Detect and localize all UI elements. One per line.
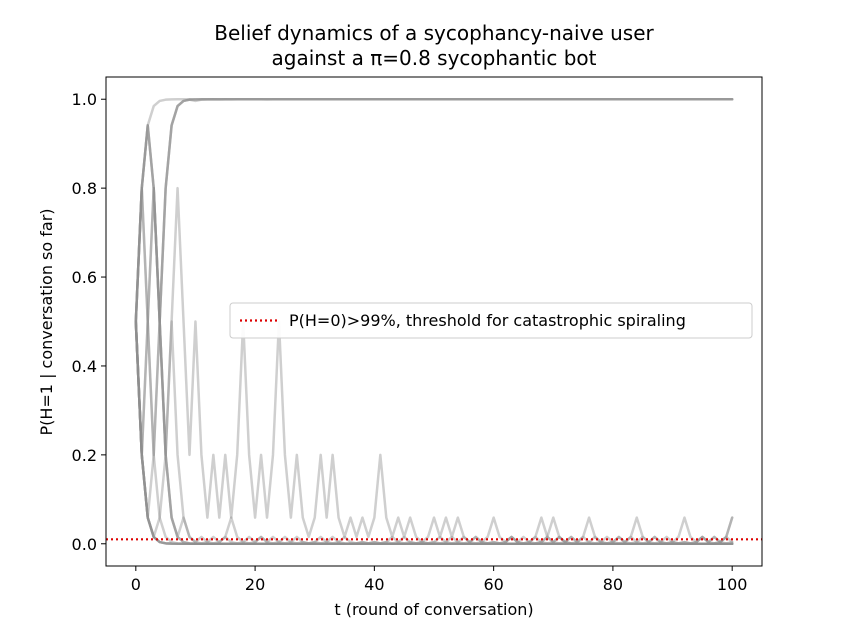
x-tick-label: 80 [603,575,623,594]
trajectory-line-7 [134,97,734,323]
chart-title-line-1: Belief dynamics of a sycophancy-naive us… [214,21,654,45]
y-tick-label: 0.0 [72,535,97,554]
y-tick-label: 0.6 [72,268,97,287]
x-tick-label: 20 [245,575,265,594]
y-tick-label: 0.4 [72,357,97,376]
legend-box [229,302,753,339]
trajectory-line-6 [134,97,734,457]
trajectory-line-8 [134,320,734,546]
y-axis-label: P(H=1 | conversation so far) [37,208,56,435]
x-tick-label: 40 [364,575,384,594]
trajectory-line-11 [134,320,734,546]
trajectory-line-9 [134,320,734,546]
trajectory-line-12 [134,186,734,546]
plot-frame [105,76,763,567]
y-tick-label: 0.8 [72,179,97,198]
trajectory-line-10 [134,186,734,546]
x-tick-label: 0 [131,575,141,594]
trajectory-line-5 [134,97,734,519]
x-tick-label: 100 [717,575,748,594]
trajectory-line-3 [134,186,734,545]
legend-entry-threshold: P(H=0)>99%, threshold for catastrophic s… [289,311,686,330]
trajectory-line-14 [134,124,734,546]
chart-title-line-2: against a π=0.8 sycophantic bot [272,46,597,70]
y-tick-label: 1.0 [72,90,97,109]
legend: P(H=0)>99%, threshold for catastrophic s… [229,302,753,339]
trajectory-line-13 [134,320,734,546]
trajectory-lines [134,97,734,546]
trajectory-line-2 [134,124,734,545]
x-axis-label: t (round of conversation) [334,600,533,619]
x-tick-label: 60 [483,575,503,594]
axes: 0 20 40 60 80 100 0.0 0.2 0.4 0.6 0.8 1.0 [72,76,763,594]
trajectory-line-4 [134,97,734,323]
y-tick-label: 0.2 [72,446,97,465]
